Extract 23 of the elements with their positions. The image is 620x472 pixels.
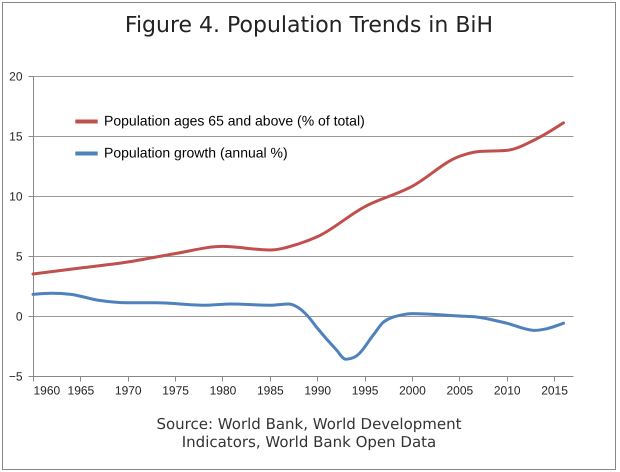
y-tick-label: 0 — [16, 310, 23, 324]
x-tick-label: 2005 — [446, 384, 474, 398]
x-tick-label: 1965 — [68, 384, 95, 398]
x-tick-label: 2000 — [399, 384, 426, 398]
x-tick-label: 1980 — [210, 384, 237, 398]
y-tick-label: 10 — [9, 190, 23, 204]
legend-label: Population ages 65 and above (% of total) — [104, 112, 365, 128]
x-tick-label: 1960 — [34, 384, 61, 398]
y-tick-label: −5 — [8, 370, 23, 384]
x-tick-label: 1975 — [162, 384, 190, 398]
legend-label: Population growth (annual %) — [104, 144, 288, 160]
x-tick-label: 2015 — [541, 384, 568, 398]
y-tick-label: 5 — [16, 250, 23, 264]
x-tick-label: 1970 — [114, 384, 142, 398]
y-tick-label: 15 — [9, 130, 23, 144]
x-tick-label: 1985 — [256, 384, 284, 398]
y-tick-label: 20 — [9, 70, 23, 84]
chart-title: Figure 4. Population Trends in BiH — [124, 13, 494, 38]
x-tick-label: 1995 — [352, 384, 379, 398]
x-tick-label: 2010 — [494, 384, 521, 398]
x-tick-label: 1990 — [304, 384, 332, 398]
line-series — [32, 292, 566, 361]
source-note: Source: World Bank, World Development Indicators, World Bank Open Data — [155, 415, 463, 451]
